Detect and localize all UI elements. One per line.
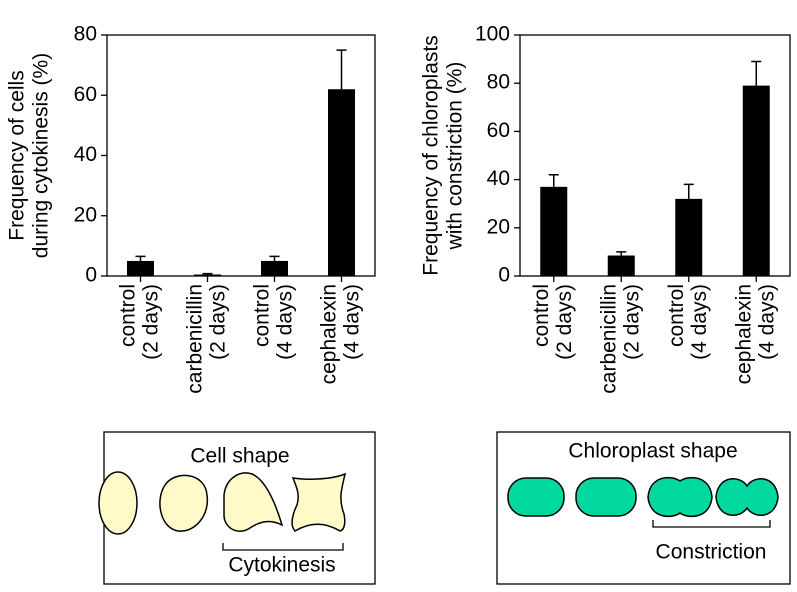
bar <box>127 260 154 276</box>
x-tick-label: (2 days) <box>207 284 230 360</box>
error-bar <box>683 183 694 199</box>
bracket-label: Constriction <box>656 541 767 564</box>
y-tick-label: 0 <box>498 264 510 287</box>
x-tick-label: (2 days) <box>620 284 643 360</box>
error-bar <box>751 60 762 86</box>
bracket-label: Cytokinesis <box>228 554 335 577</box>
y-axis-label: during cytokinesis (%) <box>30 53 53 258</box>
error-bar <box>269 255 280 261</box>
bracket <box>222 543 344 551</box>
error-bar <box>135 255 146 261</box>
y-axis-label: Frequency of chloroplasts <box>420 35 443 275</box>
y-tick-label: 100 <box>475 23 510 46</box>
x-tick-label: control <box>530 284 553 347</box>
error-bar <box>336 49 347 90</box>
x-tick-label: (4 days) <box>341 284 364 360</box>
x-tick-label: (4 days) <box>274 284 297 360</box>
chloroplast-shape <box>507 477 565 517</box>
y-tick-label: 40 <box>487 167 510 190</box>
x-tick-label: control <box>117 284 140 347</box>
bracket <box>652 520 771 528</box>
bar <box>328 89 355 276</box>
y-tick-label: 80 <box>487 71 510 94</box>
error-bar <box>202 272 213 275</box>
y-tick-label: 40 <box>74 143 97 166</box>
x-tick-label: control <box>251 284 274 347</box>
chloroplast-shape <box>715 478 779 516</box>
y-tick-label: 20 <box>74 203 97 226</box>
y-tick-label: 80 <box>74 23 97 46</box>
x-tick-label: (4 days) <box>755 284 778 360</box>
y-axis-label: Frequency of cells <box>6 70 29 240</box>
bar <box>261 260 288 276</box>
y-tick-label: 60 <box>74 83 97 106</box>
x-tick-label: carbenicillin <box>597 284 620 394</box>
chloroplast-shape <box>575 477 637 517</box>
cell-shape <box>223 472 284 532</box>
x-tick-label: (4 days) <box>688 284 711 360</box>
y-axis-label: with constriction (%) <box>444 62 467 251</box>
x-tick-label: carbenicillin <box>184 284 207 394</box>
bar <box>742 85 770 276</box>
bar <box>540 186 568 276</box>
x-tick-label: (2 days) <box>140 284 163 360</box>
x-tick-label: control <box>665 284 688 347</box>
x-tick-label: (2 days) <box>553 284 576 360</box>
x-tick-label: cephalexin <box>318 284 341 384</box>
y-tick-label: 20 <box>487 215 510 238</box>
cell-shape <box>159 474 209 532</box>
error-bar <box>616 251 627 256</box>
diagram-box <box>496 431 791 585</box>
y-tick-label: 60 <box>487 119 510 142</box>
cell-shape <box>291 472 347 532</box>
plot-frame <box>519 34 791 277</box>
chloroplast-shape <box>647 476 713 518</box>
y-tick-label: 0 <box>85 264 97 287</box>
bar <box>675 198 703 276</box>
diagram-title: Chloroplast shape <box>568 440 737 463</box>
bar <box>194 274 221 276</box>
diagram-title: Cell shape <box>190 445 289 468</box>
x-tick-label: cephalexin <box>732 284 755 384</box>
error-bar <box>548 174 559 187</box>
bar <box>607 255 635 276</box>
cell-shape <box>98 471 138 535</box>
